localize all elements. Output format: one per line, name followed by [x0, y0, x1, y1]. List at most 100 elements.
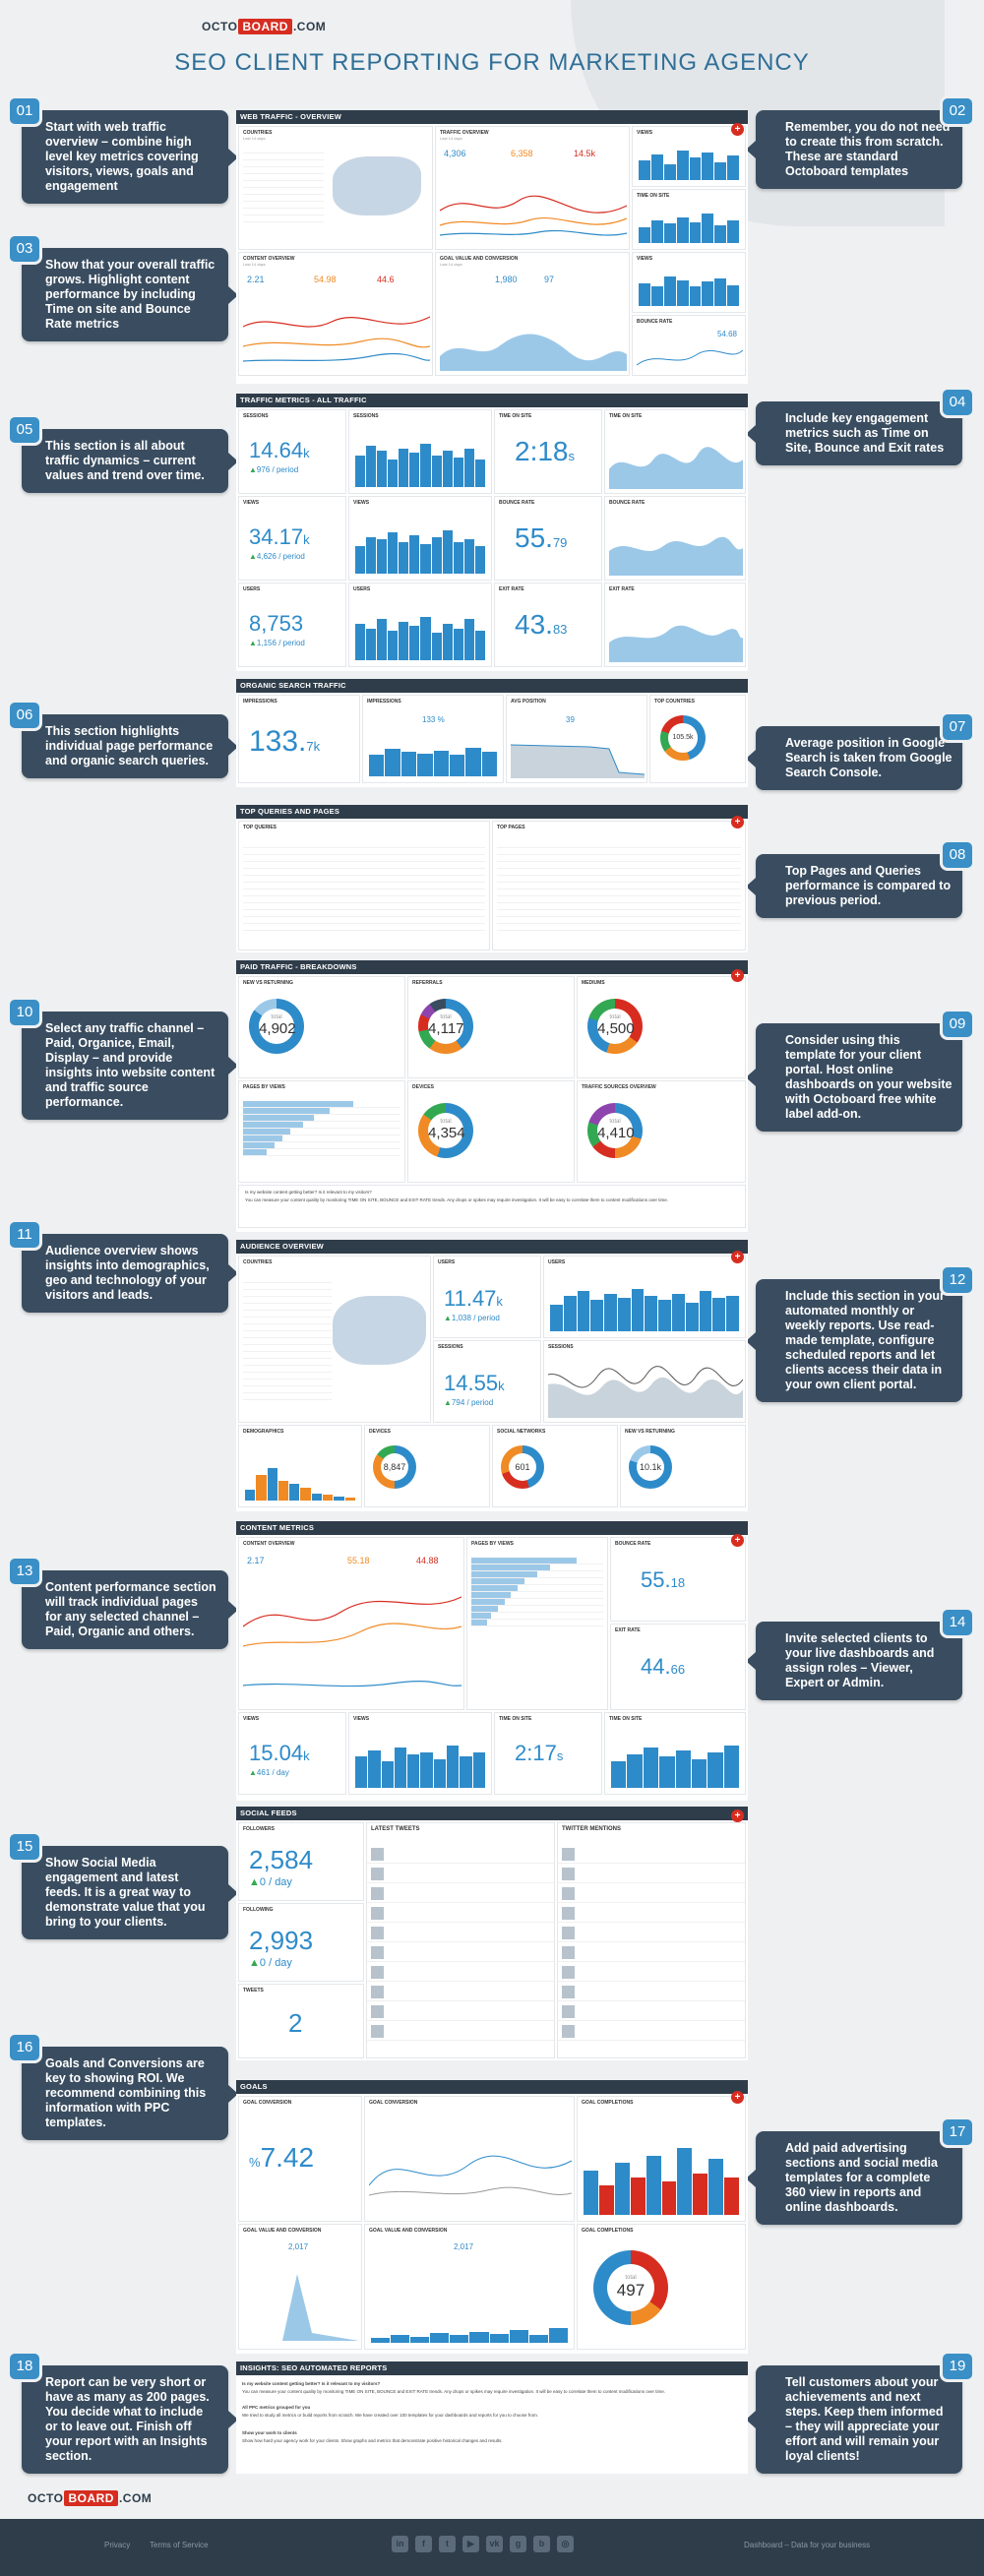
section-paid-traffic: PAID TRAFFIC - BREAKDOWNS NEW VS RETURNI… — [236, 960, 748, 1232]
goal-conversion-chart[interactable]: GOAL CONVERSION — [364, 2096, 575, 2222]
time-on-site-widget[interactable]: TIME ON SITE — [632, 189, 746, 250]
aud-sessions-chart[interactable]: SESSIONS — [543, 1340, 746, 1423]
audience-countries-widget[interactable]: COUNTRIES — [238, 1256, 431, 1423]
callout-number: 04 — [943, 390, 972, 415]
devices-widget-2[interactable]: DEVICES 8,847 — [364, 1425, 490, 1507]
exit-rate-chart[interactable]: EXIT RATE — [604, 583, 746, 667]
tweets-kpi[interactable]: TWEETS 2 — [238, 1984, 364, 2058]
referrals-widget[interactable]: REFERRALS total 4,117 — [407, 976, 575, 1078]
footer-logo[interactable]: OCTO BOARD .COM — [28, 2490, 153, 2506]
callout-number: 19 — [943, 2354, 972, 2379]
add-widget-button[interactable]: + — [731, 1251, 744, 1263]
add-widget-button[interactable]: + — [731, 1534, 744, 1547]
twitter-mentions-feed[interactable]: TWITTER MENTIONS — [557, 1822, 746, 2058]
impressions-chart[interactable]: IMPRESSIONS 133 % — [362, 695, 504, 783]
content-line-chart — [243, 316, 430, 362]
exit-rate-kpi[interactable]: EXIT RATE 43.83 — [494, 583, 602, 667]
linkedin-icon[interactable]: in — [392, 2536, 408, 2552]
bounce-rate-widget[interactable]: BOUNCE RATE 54.68 — [632, 315, 746, 376]
instagram-icon[interactable]: ◎ — [557, 2536, 574, 2552]
sessions-kpi[interactable]: SESSIONS 14.64k ▲976 / period — [238, 409, 346, 494]
callout-number: 02 — [943, 98, 972, 124]
new-returning-widget-2[interactable]: NEW VS RETURNING 10.1k — [620, 1425, 746, 1507]
add-widget-button[interactable]: + — [731, 123, 744, 136]
views-bars[interactable]: VIEWS — [348, 496, 492, 581]
section-insights: INSIGHTS: SEO AUTOMATED REPORTS Is my we… — [236, 2361, 748, 2474]
impressions-kpi[interactable]: IMPRESSIONS 133.7k — [238, 695, 360, 783]
content-overview-widget-2[interactable]: CONTENT OVERVIEW 2.17 55.18 44.88 — [238, 1537, 464, 1710]
cm-exit-kpi[interactable]: EXIT RATE 44.66 — [610, 1624, 746, 1710]
header-logo[interactable]: OCTO BOARD .COM — [202, 19, 327, 34]
goal-value-widget[interactable]: GOAL VALUE AND CONVERSION Last 14 days 1,… — [435, 252, 630, 376]
traffic-overview-widget[interactable]: TRAFFIC OVERVIEW Last 14 days 4,306 6,358… — [435, 126, 630, 250]
users-bars[interactable]: USERS — [348, 583, 492, 667]
callout-01: Start with web traffic overview – combin… — [22, 110, 238, 204]
goal-completions-donut[interactable]: GOAL COMPLETIONS total 497 — [577, 2224, 746, 2350]
callout-04: Include key engagement metrics such as T… — [746, 401, 962, 465]
latest-tweets-feed[interactable]: LATEST TWEETS — [366, 1822, 555, 2058]
countries-widget[interactable]: COUNTRIES Last 14 days — [238, 126, 433, 250]
cm-views-kpi[interactable]: VIEWS 15.04k ▲461 / day — [238, 1712, 346, 1795]
goal-value-chart[interactable]: GOAL VALUE AND CONVERSION 2,017 — [238, 2224, 362, 2350]
aud-sessions-kpi[interactable]: SESSIONS 14.55k ▲794 / period — [433, 1340, 541, 1423]
terms-link[interactable]: Terms of Service — [150, 2541, 209, 2549]
bounce-rate-chart[interactable]: BOUNCE RATE — [604, 496, 746, 581]
facebook-icon[interactable]: f — [415, 2536, 432, 2552]
goal-conversion-kpi[interactable]: GOAL CONVERSION %7.42 — [238, 2096, 362, 2222]
callout-07: Average position in Google Search is tak… — [746, 726, 962, 790]
cm-time-kpi[interactable]: TIME ON SITE 2:17s — [494, 1712, 602, 1795]
callout-number: 10 — [10, 1000, 39, 1025]
section-goals: GOALS GOAL CONVERSION %7.42 GOAL CONVERSI… — [236, 2080, 748, 2354]
cm-time-bars[interactable]: TIME ON SITE — [604, 1712, 746, 1795]
views-bars-widget[interactable]: VIEWS — [632, 252, 746, 313]
followers-kpi[interactable]: FOLLOWERS 2,584 ▲0 / day — [238, 1822, 364, 1901]
twitter-icon[interactable]: t — [439, 2536, 456, 2552]
following-kpi[interactable]: FOLLOWING 2,993 ▲0 / day — [238, 1903, 364, 1982]
aud-users-kpi[interactable]: USERS 11.47k ▲1,038 / period — [433, 1256, 541, 1338]
footer-right-text: Dashboard – Data for your business — [744, 2541, 871, 2549]
add-widget-button[interactable]: + — [731, 816, 744, 828]
views-kpi[interactable]: VIEWS 34.17k ▲4,626 / period — [238, 496, 346, 581]
callout-number: 18 — [10, 2354, 39, 2379]
add-widget-button[interactable]: + — [731, 2091, 744, 2104]
add-widget-button[interactable]: + — [731, 1809, 744, 1822]
vk-icon[interactable]: vk — [486, 2536, 503, 2552]
pages-by-views-widget-2[interactable]: PAGES BY VIEWS — [466, 1537, 608, 1710]
demographics-widget[interactable]: DEMOGRAPHICS — [238, 1425, 362, 1507]
bounce-rate-kpi[interactable]: BOUNCE RATE 55.79 — [494, 496, 602, 581]
callout-05: This section is all about traffic dynami… — [22, 429, 238, 493]
top-queries-table[interactable]: TOP QUERIES — [238, 821, 490, 951]
traffic-sources-widget[interactable]: TRAFFIC SOURCES OVERVIEW total 4,410 — [577, 1080, 746, 1183]
aud-users-bars[interactable]: USERS — [543, 1256, 746, 1338]
callout-12: Include this section in your automated m… — [746, 1279, 962, 1402]
goal-completions-bars[interactable]: GOAL COMPLETIONS — [577, 2096, 746, 2222]
callout-number: 06 — [10, 703, 39, 728]
add-widget-button[interactable]: + — [731, 969, 744, 982]
callout-02: Remember, you do not need to create this… — [746, 110, 962, 189]
mediums-widget[interactable]: MEDIUMS total 4,500 — [577, 976, 746, 1078]
devices-widget[interactable]: DEVICES total 4,354 — [407, 1080, 575, 1183]
pages-by-views-widget[interactable]: PAGES BY VIEWS — [238, 1080, 405, 1183]
goal-value-bars[interactable]: GOAL VALUE AND CONVERSION 2,017 — [364, 2224, 575, 2350]
cm-views-bars[interactable]: VIEWS — [348, 1712, 492, 1795]
sessions-bars[interactable]: SESSIONS — [348, 409, 492, 494]
top-countries-widget[interactable]: TOP COUNTRIES 105.5k — [649, 695, 746, 783]
googleplus-icon[interactable]: g — [510, 2536, 526, 2552]
section-web-traffic: WEB TRAFFIC - OVERVIEW COUNTRIES Last 14 … — [236, 110, 748, 384]
privacy-link[interactable]: Privacy — [104, 2541, 131, 2549]
avg-position-chart[interactable]: AVG POSITION 39 — [506, 695, 647, 783]
time-on-site-chart[interactable]: TIME ON SITE — [604, 409, 746, 494]
time-on-site-kpi[interactable]: TIME ON SITE 2:18s — [494, 409, 602, 494]
social-networks-widget[interactable]: SOCIAL NETWORKS 601 — [492, 1425, 618, 1507]
blog-icon[interactable]: b — [533, 2536, 550, 2552]
youtube-icon[interactable]: ▶ — [462, 2536, 479, 2552]
new-vs-returning-widget[interactable]: NEW VS RETURNING total 4,902 — [238, 976, 405, 1078]
users-kpi[interactable]: USERS 8,753 ▲1,156 / period — [238, 583, 346, 667]
section-organic-search: ORGANIC SEARCH TRAFFIC IMPRESSIONS 133.7k… — [236, 679, 748, 787]
views-widget[interactable]: VIEWS — [632, 126, 746, 187]
callout-number: 17 — [943, 2119, 972, 2145]
callout-15: Show Social Media engagement and latest … — [22, 1846, 238, 1939]
cm-bounce-kpi[interactable]: BOUNCE RATE 55.18 — [610, 1537, 746, 1622]
top-pages-table[interactable]: TOP PAGES — [492, 821, 746, 951]
content-overview-widget[interactable]: CONTENT OVERVIEW Last 14 days 2.21 54.98 … — [238, 252, 433, 376]
